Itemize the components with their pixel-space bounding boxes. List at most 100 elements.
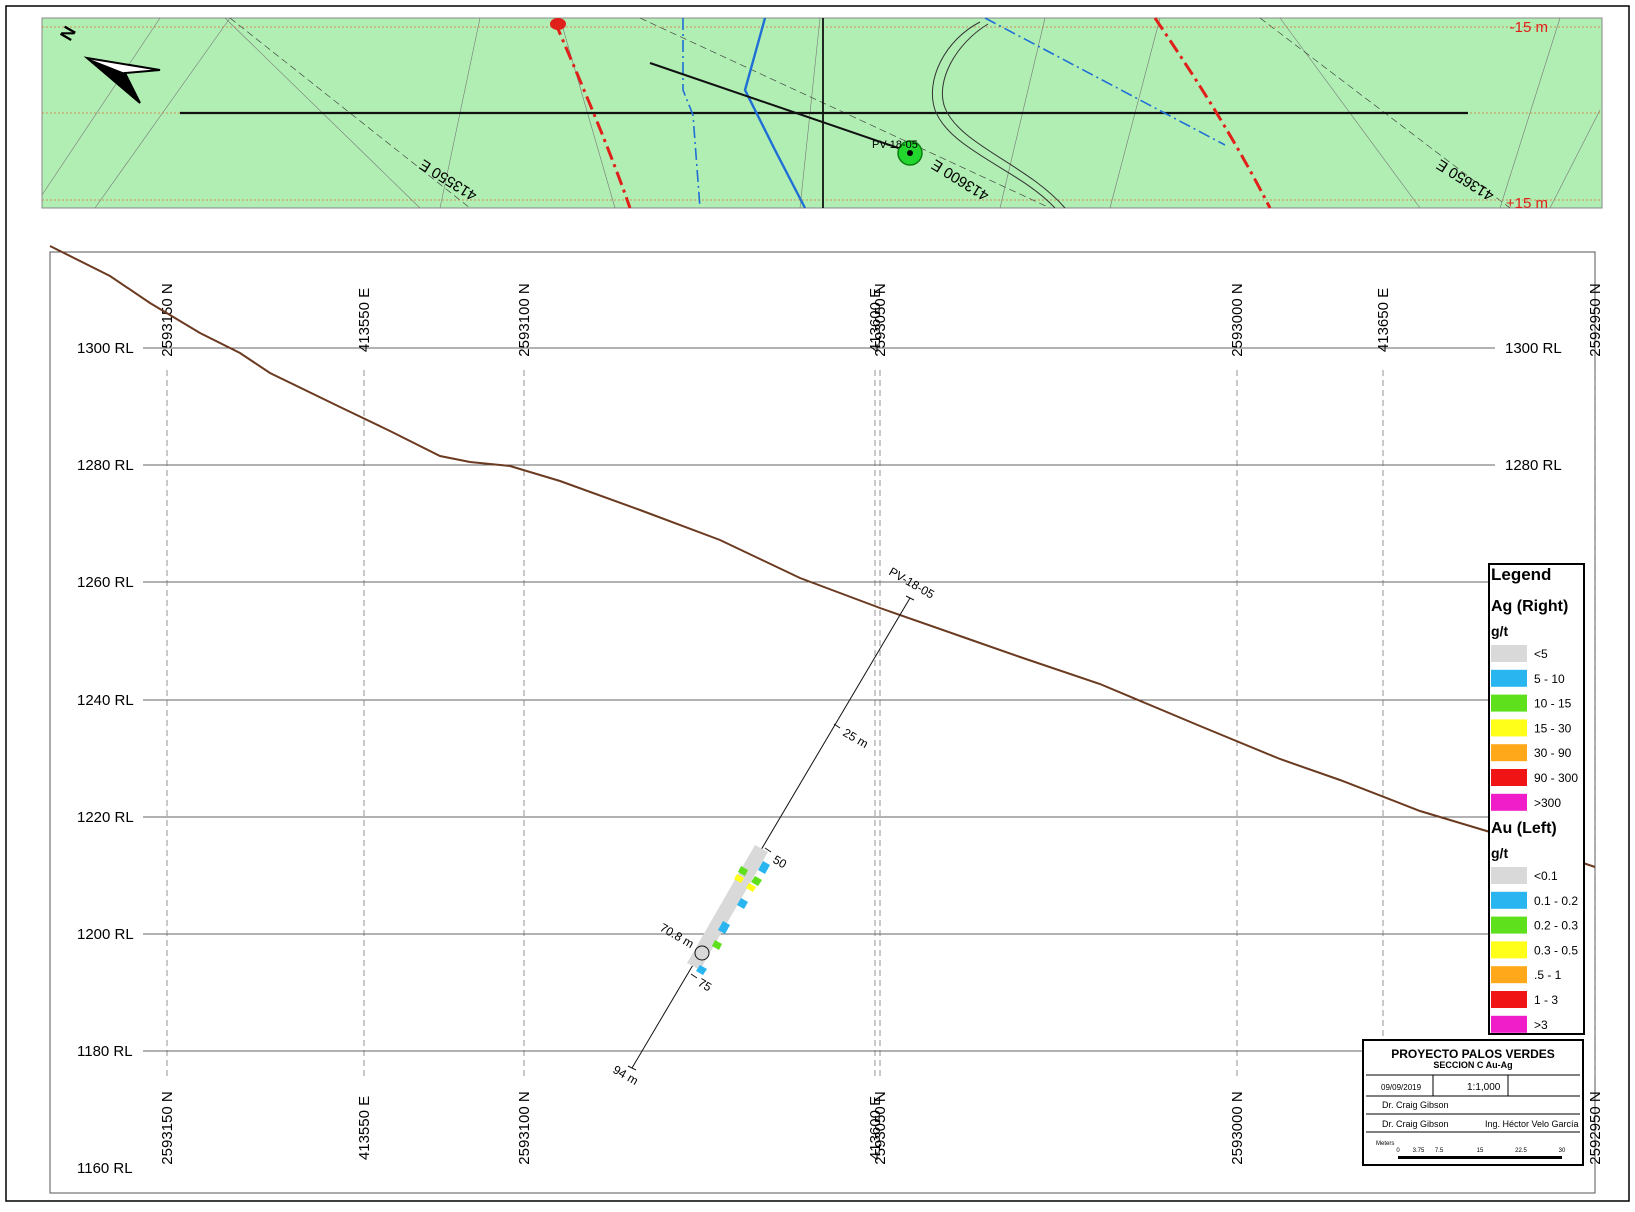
legend-swatch [1491,645,1527,662]
legend-swatch-label: 90 - 300 [1534,771,1578,785]
legend-swatch [1491,744,1527,762]
sheet-frame [5,5,1630,1202]
grid-label-top: 2593100 N [516,283,533,356]
legend-swatch [1491,669,1527,687]
scale-tick-label: 7.5 [1435,1148,1444,1154]
depth-top-label: -15 m [1510,19,1548,36]
legend-swatch-label: >300 [1534,796,1561,810]
rl-label-left: 1280 RL [77,457,134,474]
fault-trace-right [1153,17,1272,209]
eoh-tick [627,1065,637,1071]
legend-swatch [1491,1015,1527,1033]
coordinate-grid: 2593150 N 2593150 N 413550 E 413550 E 259310… [159,283,1604,1164]
drawn-by: Dr. Craig Gibson [1382,1100,1449,1110]
legend-swatch [1491,991,1527,1008]
approved-by: Ing. Héctor Velo García [1485,1119,1579,1129]
grid-label-bottom: 2593100 N [516,1091,533,1164]
rl-label-left: 1240 RL [77,692,134,709]
legend-ag-items: <5 5 - 10 10 - 15 15 - 30 30 - 90 90 - 300 >30… [1491,645,1578,811]
grid-label-bottom: 2592950 N [1587,1091,1604,1164]
grid-label-top: 413600 E [867,288,884,352]
depth-mark-50: 50 [771,852,790,871]
scale-tick-label: 0 [1396,1148,1400,1154]
legend-ag-unit: g/t [1491,623,1508,639]
legend-swatch-label: 0.2 - 0.3 [1534,919,1578,933]
legend-au-header: Au (Left) [1491,820,1557,837]
legend-swatch [1491,867,1527,884]
legend-swatch-label: 15 - 30 [1534,721,1572,735]
legend-au-unit: g/t [1491,845,1508,861]
interval-ag-yellow-1 [746,883,756,892]
rl-label-left: 1200 RL [77,926,134,943]
rl-label-left: 1300 RL [77,340,134,357]
rl-label-left: 1180 RL [77,1043,133,1060]
checked-by: Dr. Craig Gibson [1382,1119,1449,1129]
grid-label-top: 2593150 N [159,283,176,356]
title-block: PROYECTO PALOS VERDES SECCION C Au-Ag 09… [1362,1039,1584,1166]
section-name: SECCION C Au-Ag [1433,1060,1512,1070]
grid-label-top: 2593000 N [1229,283,1246,356]
legend-swatch [1491,966,1527,984]
legend-swatch [1491,793,1527,811]
scale-bar-line [1398,1156,1562,1159]
legend-swatch-label: 0.1 - 0.2 [1534,894,1578,908]
scale-tick-label: 3.75 [1413,1148,1425,1154]
depth-mark-75: 75 [696,975,715,994]
depth-bottom-label: +15 m [1506,195,1548,212]
topography-line [49,245,1596,868]
interval-ag-green-1 [751,876,762,886]
scale-tick-label: 22.5 [1515,1148,1527,1154]
stream-dashed-right [984,17,1226,146]
intercept-marker [694,945,710,961]
legend-swatch-label: 5 - 10 [1534,672,1565,686]
legend-title: Legend [1491,565,1551,584]
grid-label-top: 2592950 N [1587,283,1604,356]
legend-swatch [1491,891,1527,909]
scale-units: Meters [1376,1141,1394,1147]
grid-label-bottom: 2593000 N [1229,1091,1246,1164]
legend-au-items: <0.1 0.1 - 0.2 0.2 - 0.3 0.3 - 0.5 .5 - 1 1 -… [1491,867,1578,1033]
interval-au-green-1 [738,866,748,876]
legend-swatch [1491,941,1527,959]
interval-ag-blue-2 [737,898,748,909]
legend-swatch-label: .5 - 1 [1534,968,1562,982]
fault-trace-left [553,21,632,209]
rl-label-left: 1220 RL [77,809,134,826]
hole-trace [631,597,911,1069]
legend-swatch-label: 10 - 15 [1534,697,1572,711]
legend: Legend Ag (Right) g/t Au (Left) g/t <5 5 … [1488,563,1585,1035]
interval-au-yellow-1 [734,874,744,883]
drill-hole-pv-18-05: PV-18-05 25 m 50 75 94 m 70.8 m [611,564,938,1087]
plan-view: PV-18-05 -15 m +15 m 413550 E 413600 E 4… [41,17,1603,212]
legend-swatch-label: 1 - 3 [1534,993,1558,1007]
legend-swatch-label: 0.3 - 0.5 [1534,943,1578,957]
road-edge-1 [931,21,1056,209]
section-hole-label: PV-18-05 [887,564,938,601]
grid-label-top: 413550 E [356,288,373,352]
grid-label-bottom: 413550 E [356,1096,373,1160]
interval-ag-blue-4 [696,965,707,975]
grid-label-bottom: 2593150 N [159,1091,176,1164]
legend-swatch-label: >3 [1534,1018,1548,1032]
interval-ag-blue-1 [758,861,770,874]
grid-label-top: 413650 E [1375,288,1392,352]
fault-marker [550,18,566,30]
depth-mark-25: 25 m [841,725,871,750]
rl-label-left: 1160 RL [77,1160,133,1177]
legend-swatch [1491,916,1527,934]
legend-ag-header: Ag (Right) [1491,598,1568,615]
grid-label-bottom: 413600 E [867,1096,884,1160]
title-block-frame [1362,1039,1584,1166]
drawing-date: 09/09/2019 [1381,1083,1422,1092]
interval-ag-blue-3 [718,921,730,934]
depth-mark-94: 94 m [611,1062,641,1087]
plan-hole-label: PV-18-05 [872,139,918,151]
collar-tick [905,595,915,601]
rl-label-right: 1300 RL [1505,340,1562,357]
grid-label-bottom: 2593050 N [872,1091,889,1164]
stream-main [743,17,807,209]
scale-bar: 0 3.75 7.5 15 22.5 30 [1396,1148,1566,1159]
